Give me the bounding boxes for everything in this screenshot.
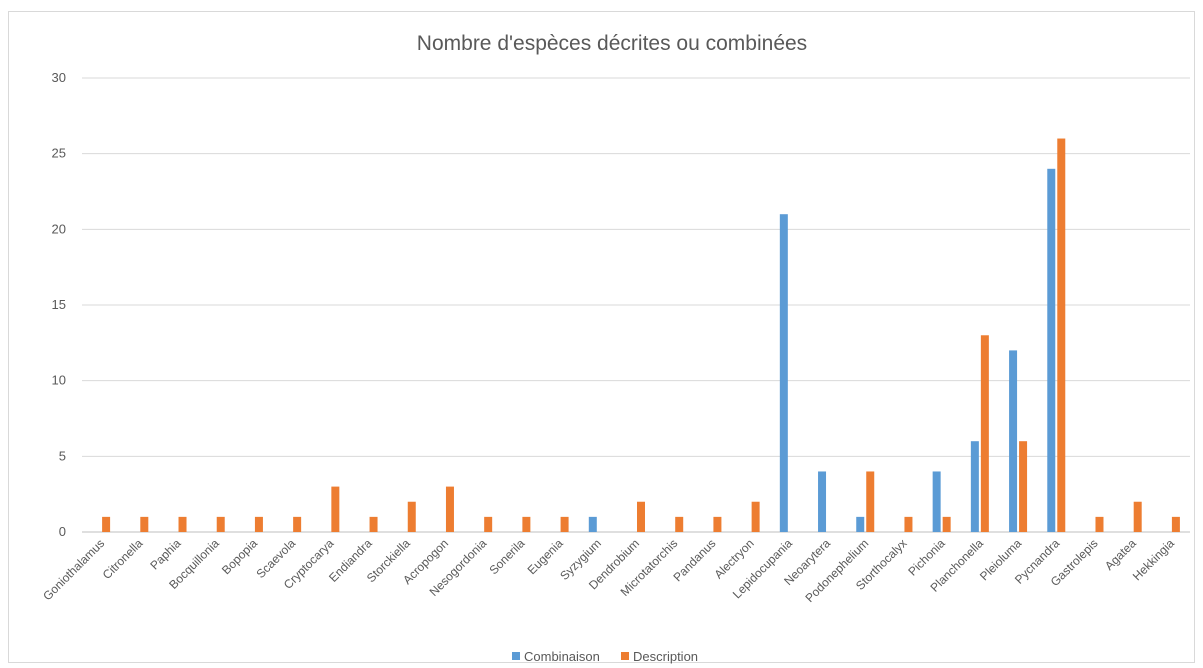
bar-combinaison-podonephelium [856, 516, 865, 532]
bar-description-microtatorchis [675, 516, 684, 532]
x-tick-label: Agatea [1102, 536, 1139, 573]
bar-description-endiandra [369, 516, 378, 532]
legend: Combinaison Description [512, 649, 698, 664]
bar-description-paphia [178, 516, 187, 532]
y-tick-label: 30 [52, 70, 66, 85]
bar-description-pycnandra [1057, 138, 1066, 533]
bar-description-storthocalyx [904, 516, 913, 532]
bar-combinaison-neoarytera [818, 471, 827, 532]
x-tick-label: Citronella [100, 536, 146, 582]
bar-description-dendrobium [637, 501, 645, 532]
chart-title: Nombre d'espèces décrites ou combinées [417, 32, 807, 55]
bar-description-gastrolepis [1095, 516, 1104, 532]
bar-description-alectryon [751, 501, 760, 532]
bar-description-agatea [1133, 501, 1142, 532]
bar-combinaison-pichonia [932, 471, 941, 532]
y-tick-label: 10 [52, 373, 66, 388]
y-tick-label: 0 [59, 524, 66, 539]
bar-description-planchonella [980, 335, 989, 532]
bar-combinaison-lepidocupania [779, 214, 788, 532]
x-tick-label: Sonerila [486, 536, 527, 577]
y-tick-label: 25 [52, 146, 66, 161]
bar-combinaison-planchonella [970, 441, 979, 532]
bars [102, 138, 1180, 533]
y-tick-label: 15 [52, 297, 66, 312]
bar-description-pichonia [942, 516, 951, 532]
x-tick-label: Goniothalamus [40, 536, 107, 603]
legend-swatch-description [621, 652, 629, 660]
bar-description-pandanus [713, 516, 722, 532]
y-axis-ticks: 0 5 10 15 20 25 30 [52, 70, 66, 539]
bar-description-storckiella [407, 501, 416, 532]
bar-description-pleioluma [1019, 441, 1028, 532]
x-tick-label: Paphia [147, 536, 184, 573]
bar-description-hekkingia [1171, 516, 1180, 532]
bar-description-nesogordonia [484, 516, 493, 532]
bar-description-podonephelium [866, 471, 875, 532]
gridlines [82, 77, 1190, 533]
bar-combinaison-syzygium [588, 516, 597, 532]
legend-label-description: Description [633, 649, 698, 664]
bar-description-bopopia [254, 516, 263, 532]
bar-combinaison-pycnandra [1047, 168, 1056, 533]
bar-description-bocquillonia [216, 516, 225, 532]
chart-frame [8, 11, 1195, 663]
bar-description-goniothalamus [102, 516, 111, 532]
bar-description-sonerila [522, 516, 531, 532]
legend-swatch-combinaison [512, 652, 520, 660]
legend-label-combinaison: Combinaison [524, 649, 600, 664]
bar-description-cryptocarya [331, 486, 340, 532]
bar-combinaison-pleioluma [1009, 350, 1018, 532]
y-tick-label: 5 [59, 448, 66, 463]
bar-description-acropogon [445, 486, 454, 532]
x-tick-label: Hekkingia [1130, 536, 1177, 583]
y-tick-label: 20 [52, 221, 66, 236]
bar-description-scaevola [293, 516, 302, 532]
bar-description-citronella [140, 516, 149, 532]
bar-description-eugenia [560, 516, 569, 532]
